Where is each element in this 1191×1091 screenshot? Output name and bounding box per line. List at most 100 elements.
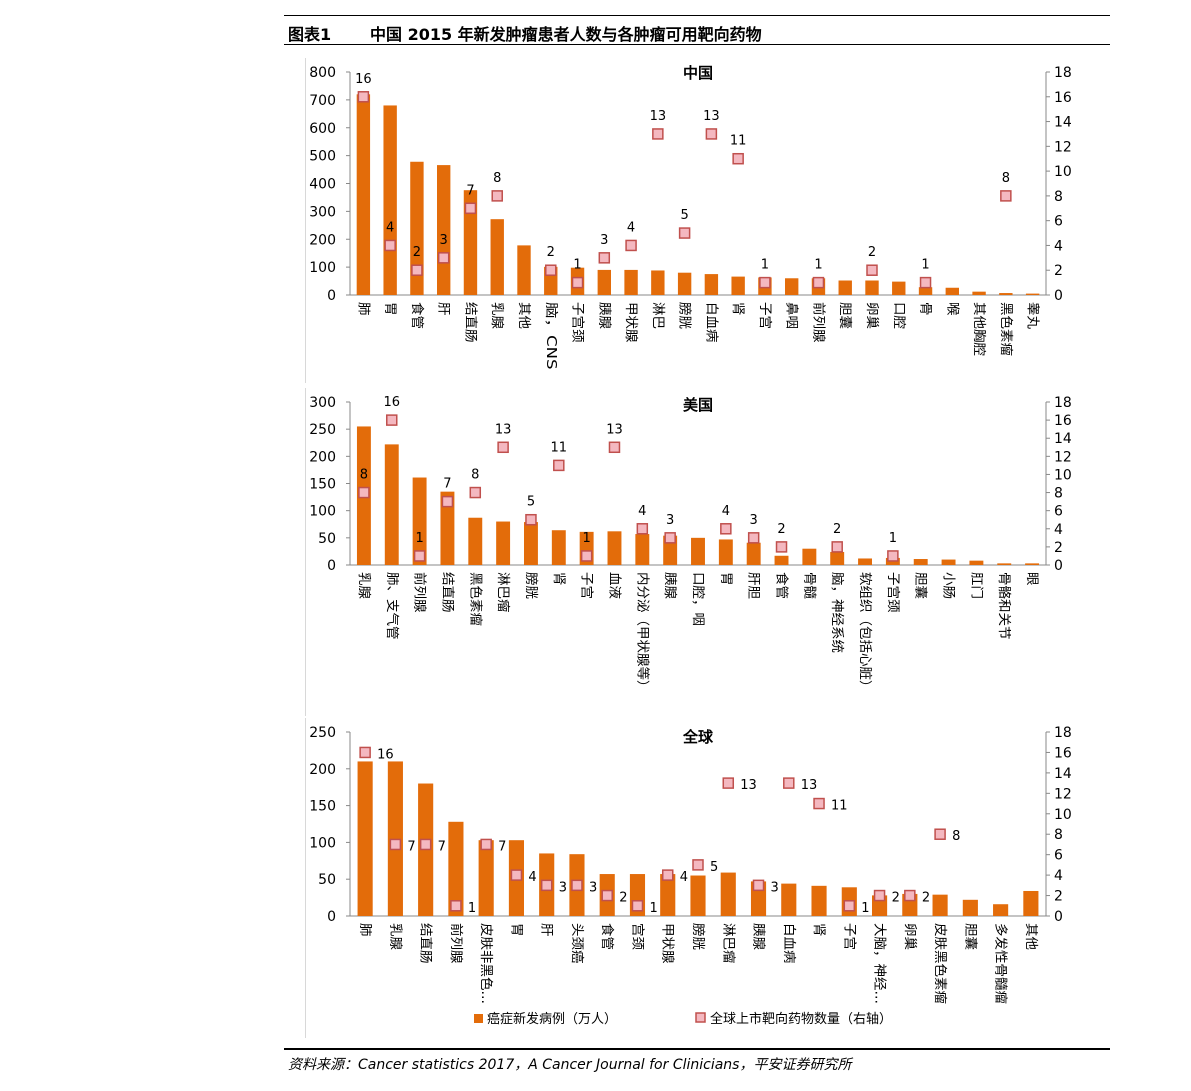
y-tick-label-left: 400 [309,177,336,193]
marker-10 [598,252,611,264]
category-label-4: 结直肠 [439,572,454,613]
y-tick-label-right: 4 [1054,522,1063,538]
bar-13 [677,272,692,295]
marker-label-12: 5 [710,860,718,875]
marker-11 [636,523,649,535]
marker-8 [545,264,557,276]
marker-15 [783,777,795,789]
marker-label-9: 2 [619,891,627,906]
marker-label-20: 1 [889,531,897,546]
bar-17 [802,548,817,565]
bar-12 [690,875,706,916]
y-tick-label-left: 100 [309,260,336,276]
bar-3 [412,477,427,565]
bar-6 [496,521,511,565]
bar-23 [969,560,984,565]
category-label-26: 睾丸 [1025,302,1041,329]
bar-25 [1025,563,1040,565]
y-tick-label-left: 500 [309,149,336,165]
bar-13 [720,872,736,916]
category-label-24: 骨骼和关节 [996,572,1012,640]
marker-25 [1000,190,1012,202]
marker-8 [571,879,583,892]
bar-7 [524,522,538,565]
bar-11 [660,874,676,916]
marker-2 [384,239,396,252]
marker-6 [491,190,503,202]
marker-3 [413,550,426,562]
bar-15 [781,883,797,916]
y-tick-label-right: 4 [1054,868,1063,884]
category-label-16: 肾 [811,923,826,937]
bar-23 [1023,890,1039,916]
marker-label-5: 7 [498,839,506,854]
marker-label-3: 1 [415,531,423,546]
category-label-20: 卵巢 [864,302,879,329]
y-tick-label-left: 50 [318,872,336,888]
y-tick-label-left: 100 [309,504,336,520]
category-label-20: 子宫颈 [885,572,900,613]
marker-16 [775,541,788,553]
bar-14 [704,274,719,295]
category-label-13: 膀胱 [677,302,693,329]
bar-11 [635,534,650,565]
marker-label-15: 11 [730,134,747,149]
y-tick-label-left: 800 [309,65,336,81]
bar-3 [410,161,424,295]
category-label-7: 其他 [516,302,531,329]
category-label-15: 肝胆 [746,572,761,599]
bottom-rule [284,1048,1110,1050]
category-label-14: 白血病 [703,302,719,343]
y-tick-label-right: 12 [1054,786,1072,802]
marker-label-15: 3 [750,513,758,528]
y-tick-label-left: 150 [309,477,336,493]
bar-21 [913,559,928,565]
marker-10 [631,900,644,912]
marker-label-18: 1 [814,258,822,273]
marker-label-14: 4 [722,504,730,519]
marker-12 [664,532,676,544]
marker-label-9: 1 [573,258,581,273]
bar-10 [597,269,611,295]
marker-2 [389,838,402,851]
category-label-22: 小肠 [941,572,956,599]
chart-panel-global: 全球 0 50 100 150 200 250 0 2 4 6 8 10 12 14 16 18 肺乳腺 结直肠 前列… [305,718,1072,1038]
bar-4 [440,491,455,565]
marker-15 [732,152,744,165]
marker-label-7: 3 [559,880,567,895]
marker-11 [625,239,637,252]
marker-label-4: 1 [468,901,476,916]
marker-label-25: 8 [1002,171,1010,186]
category-label-10: 血液 [606,572,621,599]
bar-10 [607,531,622,565]
marker-3 [411,264,423,276]
category-label-13: 淋巴瘤 [720,923,736,964]
marker-label-8: 3 [589,880,597,895]
bar-21 [962,899,978,916]
category-label-22: 骨 [918,302,933,316]
marker-label-16: 2 [777,522,785,537]
bar-5 [478,840,494,916]
category-label-12: 淋巴 [650,302,665,329]
marker-label-2: 16 [383,395,400,410]
category-label-11: 内分泌（甲状腺等） [634,572,650,694]
category-label-1: 肺 [355,302,370,316]
bar-7 [517,245,531,295]
category-label-17: 骨髓 [801,572,816,599]
category-label-20: 皮肤黑色素瘤 [932,923,948,1004]
bar-4 [437,165,451,295]
bar-13 [691,537,705,565]
bar-19 [838,280,852,295]
category-label-25: 黑色素瘤 [998,302,1014,356]
y-tick-label-right: 8 [1054,827,1063,843]
marker-label-3: 2 [413,245,421,260]
category-label-12: 胰腺 [662,572,677,599]
marker-label-15: 13 [801,778,818,793]
bar-21 [892,281,906,295]
y-tick-label-right: 0 [1054,288,1063,304]
y-tick-label-left: 250 [309,422,336,438]
category-label-23: 喉 [944,302,959,316]
category-label-11: 甲状腺 [623,302,638,343]
y-tick-label-right: 18 [1054,65,1072,81]
source-note: 资料来源：Cancer statistics 2017，A Cancer Jou… [288,1057,852,1073]
